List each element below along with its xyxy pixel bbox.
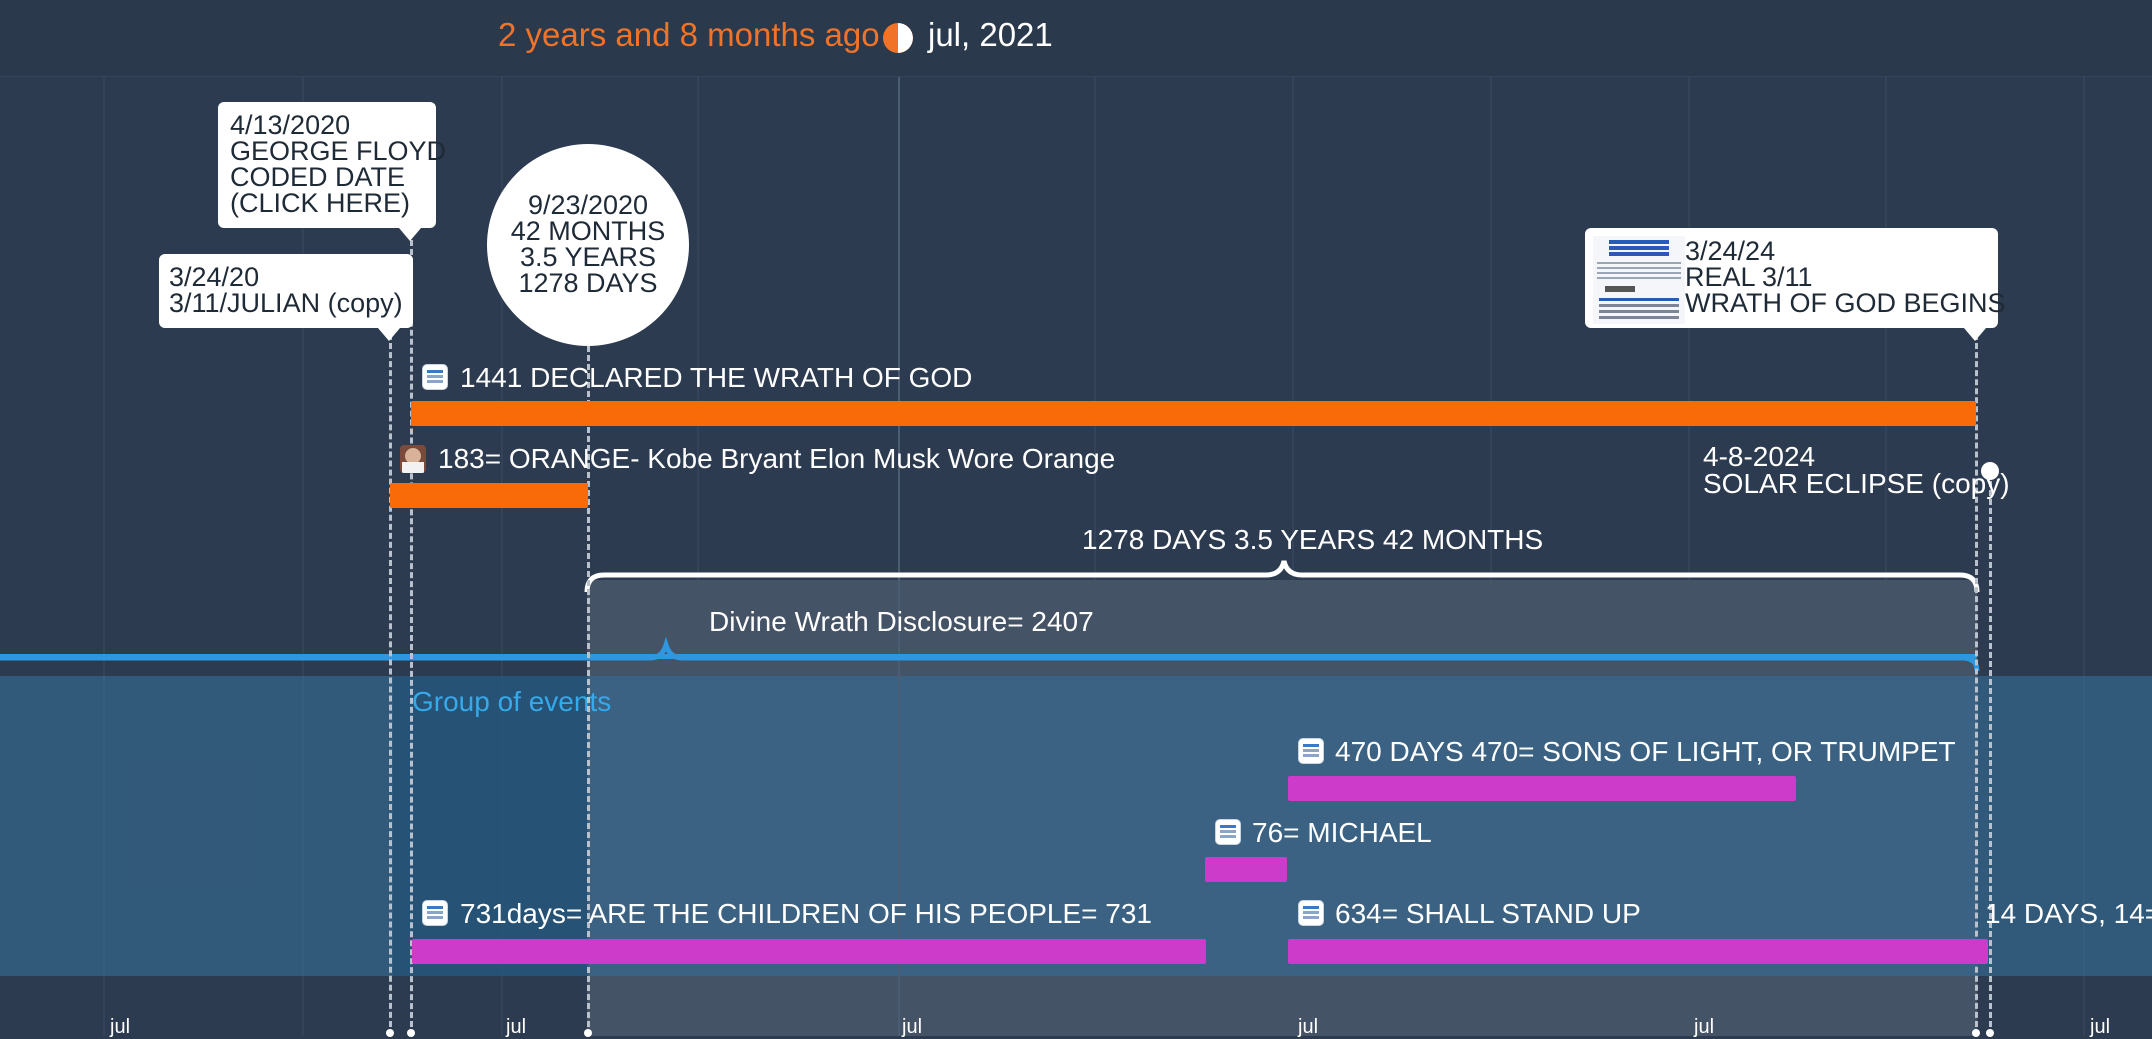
event-bar-children[interactable] <box>412 939 1206 964</box>
callout-line: 4/13/2020 <box>230 110 351 140</box>
callout-pointer <box>378 328 400 341</box>
now-marker-icon[interactable] <box>883 23 913 53</box>
event-line-9-23-20 <box>587 346 590 1036</box>
grid-line <box>1094 76 1096 1036</box>
event-bar-michael[interactable] <box>1205 857 1287 882</box>
event-group-highlight <box>393 676 588 976</box>
circle-line: 42 MONTHS <box>510 216 666 246</box>
event-line-3-24-20 <box>389 334 392 1036</box>
circle-callout-9-23-2020[interactable]: 9/23/2020 42 MONTHS 3.5 YEARS 1278 DAYS <box>487 144 689 346</box>
document-icon <box>1298 738 1324 764</box>
group-label[interactable]: Group of events <box>412 686 612 717</box>
event-label-wrath-declared[interactable]: 1441 DECLARED THE WRATH OF GOD <box>460 362 973 393</box>
eclipse-line: SOLAR ECLIPSE (copy) <box>1703 468 2010 499</box>
callout-pointer <box>399 228 421 241</box>
document-icon <box>422 364 448 390</box>
brace-divine-wrath <box>0 636 1980 672</box>
document-icon <box>1298 900 1324 926</box>
callout-george-floyd[interactable]: 4/13/2020 GEORGE FLOYD CODED DATE (CLICK… <box>218 102 447 241</box>
event-thumbnail[interactable] <box>1593 236 1685 324</box>
circle-line: 9/23/2020 <box>527 190 649 220</box>
grid-line <box>1490 76 1492 1036</box>
grid-line <box>697 76 699 1036</box>
event-label-fourteen-days[interactable]: 14 DAYS, 14= <box>1985 898 2152 929</box>
document-icon <box>422 900 448 926</box>
axis-event-dot <box>386 1029 394 1037</box>
event-bar-stand-up[interactable] <box>1288 939 1988 964</box>
axis-event-dot <box>1986 1029 1994 1037</box>
event-label-michael[interactable]: 76= MICHAEL <box>1252 817 1432 848</box>
grid-line <box>302 76 304 1036</box>
event-label-orange[interactable]: 183= ORANGE- Kobe Bryant Elon Musk Wore … <box>438 443 1116 474</box>
event-group-panel[interactable] <box>0 676 2152 976</box>
axis-event-dot <box>1972 1029 1980 1037</box>
circle-line: 1278 DAYS <box>518 268 658 298</box>
axis-tick-label: jul <box>110 1016 131 1038</box>
axis-tick-label: jul <box>1694 1016 1715 1038</box>
axis-tick-label: jul <box>1298 1016 1319 1038</box>
event-label-sons-of-light[interactable]: 470 DAYS 470= SONS OF LIGHT, OR TRUMPET <box>1335 736 1956 767</box>
callout-pointer <box>1964 328 1986 341</box>
event-line-4-8-24 <box>1989 472 1992 1036</box>
event-line-4-13-20 <box>410 240 413 1036</box>
event-label-children[interactable]: 731days= ARE THE CHILDREN OF HIS PEOPLE=… <box>460 898 1153 929</box>
brace-1278-label: 1278 DAYS 3.5 YEARS 42 MONTHS <box>1082 524 1544 555</box>
photo-icon <box>400 445 426 473</box>
event-bar-orange[interactable] <box>390 483 588 508</box>
document-icon <box>1215 819 1241 845</box>
grid-line <box>1292 76 1294 1036</box>
grid-line <box>501 76 503 1036</box>
now-marker-line <box>898 0 900 1036</box>
callout-line: 3/24/24 <box>1685 236 1776 266</box>
event-line-3-24-24 <box>1975 334 1978 1036</box>
event-bar-sons-of-light[interactable] <box>1288 776 1796 801</box>
axis-event-dot <box>407 1029 415 1037</box>
callout-line: CODED DATE <box>230 162 406 192</box>
divine-wrath-label[interactable]: Divine Wrath Disclosure= 2407 <box>709 606 1094 637</box>
eclipse-label[interactable]: 4-8-2024 SOLAR ECLIPSE (copy) <box>1703 441 2010 499</box>
relative-time-label: 2 years and 8 months ago <box>498 16 880 53</box>
grid-line <box>2083 76 2085 1036</box>
axis-tick-label: jul <box>2090 1016 2111 1038</box>
callout-line: GEORGE FLOYD <box>230 136 447 166</box>
grid-line <box>1688 76 1690 1036</box>
current-date-label: jul, 2021 <box>928 16 1053 53</box>
event-label-stand-up[interactable]: 634= SHALL STAND UP <box>1335 898 1641 929</box>
grid-line <box>1885 76 1887 1036</box>
eclipse-point-marker[interactable] <box>1981 462 1999 480</box>
callout-line: WRATH OF GOD BEGINS <box>1685 288 2006 318</box>
axis-event-dot <box>584 1029 592 1037</box>
axis-tick-label: jul <box>902 1016 923 1038</box>
grid-line <box>103 76 105 1036</box>
callout-line: 3/24/20 <box>169 262 260 292</box>
timeline-header <box>0 0 2152 77</box>
circle-line: 3.5 YEARS <box>519 242 657 272</box>
event-bar-wrath-declared[interactable] <box>411 401 1976 426</box>
callout-julian[interactable]: 3/24/20 3/11/JULIAN (copy) <box>159 254 413 341</box>
eclipse-line: 4-8-2024 <box>1703 441 1816 472</box>
brace-1278-days <box>584 560 1980 593</box>
callout-wrath-begins[interactable]: 3/24/24 REAL 3/11 WRATH OF GOD BEGINS <box>1585 228 2006 341</box>
callout-line: 3/11/JULIAN (copy) <box>169 288 403 318</box>
callout-line: (CLICK HERE) <box>230 188 411 218</box>
axis-tick-label: jul <box>506 1016 527 1038</box>
callout-line: REAL 3/11 <box>1685 262 1813 292</box>
